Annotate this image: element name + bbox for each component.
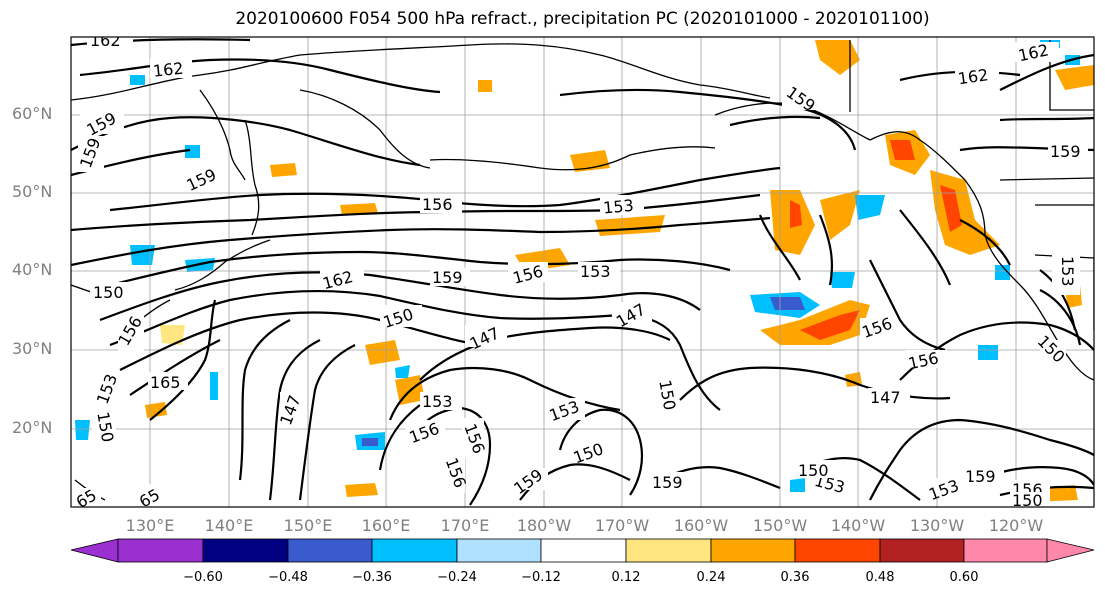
lon-label: 170°E xyxy=(440,516,490,535)
lon-label: 150°W xyxy=(752,516,808,535)
colorbar-swatch xyxy=(117,538,204,563)
colorbar-tick-label: 0.12 xyxy=(611,570,641,585)
plot-area: 162 162 162 162 159 159 159 159 159 159 … xyxy=(71,31,1094,512)
lat-label: 60°N xyxy=(12,104,53,123)
contour-label: 150 xyxy=(1012,491,1043,510)
colorbar-swatch xyxy=(371,538,458,563)
contour-label: 159 xyxy=(652,473,683,492)
colorbar-swatch xyxy=(540,538,627,563)
colorbar-tick-label: 0.24 xyxy=(696,570,726,585)
contour-label: 153 xyxy=(1058,256,1077,287)
colorbar-extend-right xyxy=(1046,538,1095,563)
colorbar xyxy=(70,538,1095,563)
colorbar-tick-label: 0.36 xyxy=(780,570,810,585)
contour-label: 162 xyxy=(90,31,121,50)
contour-label: 153 xyxy=(422,392,453,411)
colorbar-swatch xyxy=(202,538,289,563)
colorbar-tick-label: −0.36 xyxy=(352,570,392,585)
lon-label: 140°W xyxy=(830,516,886,535)
colorbar-swatch xyxy=(287,538,373,563)
contour-label: 150 xyxy=(93,283,124,302)
map-title: 2020100600 F054 500 hPa refract., precip… xyxy=(235,9,930,29)
colorbar-swatch xyxy=(879,538,965,563)
contour-label: 153 xyxy=(602,196,634,218)
contour-label: 65 xyxy=(136,485,163,512)
precip-patches xyxy=(75,40,1094,502)
lon-label: 150°E xyxy=(283,516,333,535)
contour-label: 147 xyxy=(870,388,901,407)
lon-label: 160°W xyxy=(673,516,729,535)
lon-label: 130°E xyxy=(125,516,175,535)
colorbar-tick-label: −0.60 xyxy=(183,570,223,585)
colorbar-swatch xyxy=(963,538,1048,563)
lat-label: 50°N xyxy=(12,182,53,201)
contour-label: 165 xyxy=(150,373,181,392)
colorbar-extend-left xyxy=(70,538,119,563)
colorbar-swatch xyxy=(710,538,796,563)
colorbar-swatch xyxy=(625,538,712,563)
lon-label: 120°W xyxy=(988,516,1044,535)
contour-label: 65 xyxy=(73,485,100,512)
colorbar-tick-label: −0.24 xyxy=(437,570,477,585)
contour-label: 159 xyxy=(965,467,996,486)
lat-label: 40°N xyxy=(12,260,53,279)
contour-label: 162 xyxy=(152,59,184,81)
colorbar-tick-label: −0.48 xyxy=(268,570,308,585)
lon-label: 180°W xyxy=(516,516,572,535)
plot-frame xyxy=(70,36,1095,508)
lon-label: 170°W xyxy=(594,516,650,535)
colorbar-tick-label: 0.48 xyxy=(865,570,895,585)
contour-label: 162 xyxy=(957,65,990,88)
lon-label: 160°E xyxy=(361,516,411,535)
contour-labels: 162 162 162 162 159 159 159 159 159 159 … xyxy=(71,31,1088,512)
lat-label: 30°N xyxy=(12,339,53,358)
lon-label: 130°W xyxy=(909,516,965,535)
contour-label: 156 xyxy=(422,195,453,214)
colorbar-tick-label: −0.12 xyxy=(521,570,561,585)
contour-label: 159 xyxy=(1050,142,1081,161)
lon-label: 140°E xyxy=(204,516,254,535)
contour-label: 153 xyxy=(580,262,611,281)
contour-label: 159 xyxy=(432,268,463,287)
colorbar-swatch xyxy=(456,538,542,563)
lat-label: 20°N xyxy=(12,418,53,437)
contour-lines xyxy=(71,38,1094,506)
colorbar-swatch xyxy=(794,538,881,563)
contour-label: 150 xyxy=(798,461,829,480)
colorbar-tick-label: 0.60 xyxy=(949,570,979,585)
